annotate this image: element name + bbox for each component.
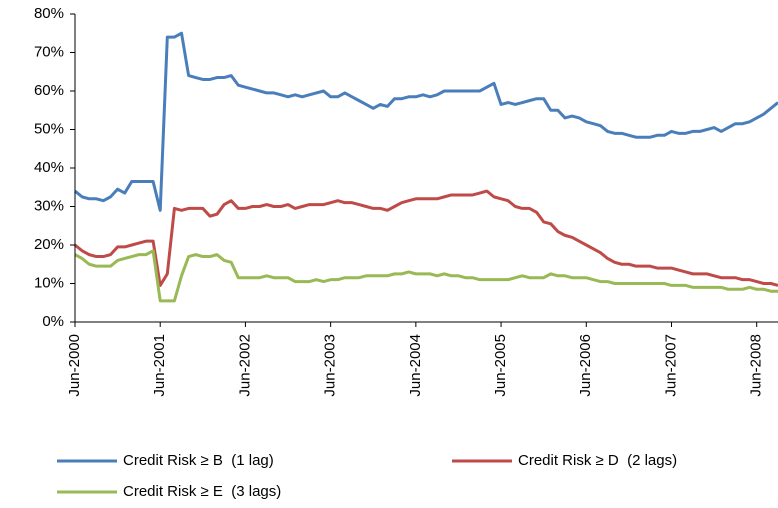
x-tick-label: Jun-2001 [151, 334, 168, 397]
series-line [74, 189, 778, 287]
legend-label: Credit Risk ≥ B (1 lag) [123, 452, 274, 469]
legend-label: Credit Risk ≥ D (2 lags) [518, 452, 677, 469]
legend-label: Credit Risk ≥ E (3 lags) [123, 483, 281, 500]
y-tick-label: 60% [34, 82, 64, 99]
series-line [74, 31, 778, 212]
x-tick-label: Jun-2005 [492, 334, 509, 397]
x-tick-label: Jun-2007 [662, 334, 679, 397]
x-tick-label: Jun-2006 [577, 334, 594, 397]
y-tick-label: 50% [34, 120, 64, 137]
series-line [74, 249, 778, 303]
y-tick-label: 0% [42, 313, 64, 330]
y-tick-label: 30% [34, 197, 64, 214]
y-tick-label: 80% [34, 5, 64, 22]
y-tick-label: 20% [34, 236, 64, 253]
x-tick-label: Jun-2003 [322, 334, 339, 397]
x-tick-label: Jun-2000 [66, 334, 83, 397]
y-tick-label: 10% [34, 274, 64, 291]
x-tick-label: Jun-2002 [236, 334, 253, 397]
x-tick-label: Jun-2004 [407, 334, 424, 397]
y-tick-label: 40% [34, 159, 64, 176]
y-tick-label: 70% [34, 43, 64, 60]
x-tick-label: Jun-2008 [748, 334, 765, 397]
